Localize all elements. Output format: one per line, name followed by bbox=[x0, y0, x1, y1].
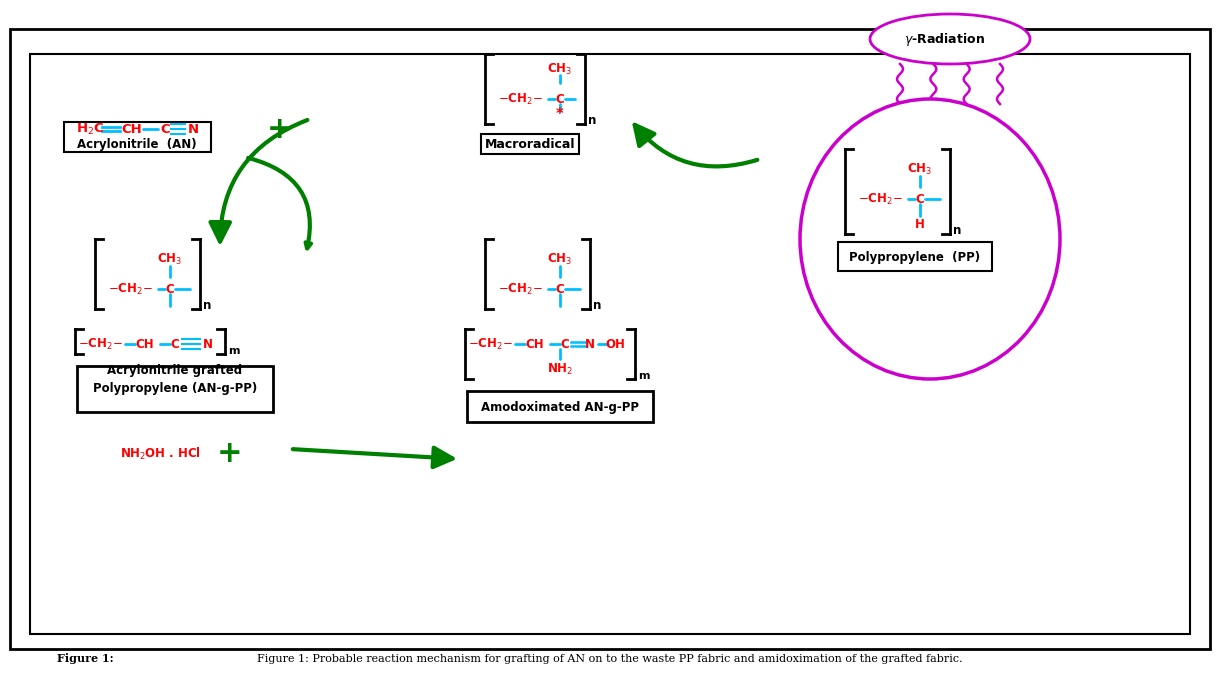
Text: $-$CH$_2$$-$: $-$CH$_2$$-$ bbox=[467, 336, 512, 351]
Text: +: + bbox=[217, 440, 243, 469]
Text: Polypropylene  (PP): Polypropylene (PP) bbox=[849, 251, 981, 263]
Text: Macroradical: Macroradical bbox=[484, 138, 576, 150]
Text: m: m bbox=[228, 346, 239, 356]
Text: N: N bbox=[188, 123, 199, 136]
Text: m: m bbox=[638, 371, 649, 381]
Text: C: C bbox=[160, 123, 170, 136]
Text: n: n bbox=[203, 299, 211, 312]
Text: C: C bbox=[561, 338, 570, 351]
Text: CH$_3$: CH$_3$ bbox=[548, 251, 572, 267]
Text: Figure 1:: Figure 1: bbox=[56, 653, 113, 664]
Text: n: n bbox=[588, 114, 597, 127]
Ellipse shape bbox=[870, 14, 1030, 64]
Text: Acrylonitrile  (AN): Acrylonitrile (AN) bbox=[77, 138, 196, 150]
Text: C: C bbox=[916, 192, 925, 205]
Text: NH$_2$: NH$_2$ bbox=[547, 362, 573, 377]
Ellipse shape bbox=[800, 99, 1060, 379]
Text: $-$CH$_2$$-$: $-$CH$_2$$-$ bbox=[498, 92, 543, 107]
Text: OH: OH bbox=[605, 338, 625, 351]
Text: *: * bbox=[556, 107, 564, 121]
Text: CH$_3$: CH$_3$ bbox=[157, 251, 183, 267]
Text: CH: CH bbox=[526, 338, 544, 351]
Text: CH: CH bbox=[122, 123, 143, 136]
Text: +: + bbox=[267, 114, 293, 143]
Text: H: H bbox=[915, 218, 925, 231]
Text: C: C bbox=[166, 282, 174, 296]
Text: CH: CH bbox=[135, 338, 154, 351]
Text: $-$CH$_2$$-$: $-$CH$_2$$-$ bbox=[858, 192, 903, 207]
Text: CH$_3$: CH$_3$ bbox=[908, 161, 932, 176]
FancyBboxPatch shape bbox=[30, 54, 1190, 634]
Text: Amodoximated AN-g-PP: Amodoximated AN-g-PP bbox=[481, 400, 639, 413]
Text: $\gamma$-Radiation: $\gamma$-Radiation bbox=[904, 30, 986, 48]
Text: C: C bbox=[171, 338, 179, 351]
Text: CH$_3$: CH$_3$ bbox=[548, 61, 572, 76]
FancyBboxPatch shape bbox=[838, 242, 992, 271]
Text: n: n bbox=[953, 224, 961, 237]
Text: C: C bbox=[555, 282, 565, 296]
Text: N: N bbox=[586, 338, 595, 351]
FancyBboxPatch shape bbox=[10, 29, 1210, 649]
Text: Acrylonitrile grafted
Polypropylene (AN-g-PP): Acrylonitrile grafted Polypropylene (AN-… bbox=[93, 364, 257, 395]
Text: N: N bbox=[203, 338, 214, 351]
Text: $-$CH$_2$$-$: $-$CH$_2$$-$ bbox=[78, 336, 122, 351]
Text: $-$CH$_2$$-$: $-$CH$_2$$-$ bbox=[107, 281, 152, 296]
Text: NH$_2$OH . HCl: NH$_2$OH . HCl bbox=[120, 446, 200, 462]
FancyBboxPatch shape bbox=[467, 391, 653, 422]
Text: C: C bbox=[555, 92, 565, 105]
Text: Figure 1: Probable reaction mechanism for grafting of AN on to the waste PP fabr: Figure 1: Probable reaction mechanism fo… bbox=[257, 654, 963, 664]
FancyBboxPatch shape bbox=[77, 366, 273, 412]
Text: $-$CH$_2$$-$: $-$CH$_2$$-$ bbox=[498, 281, 543, 296]
Text: n: n bbox=[593, 299, 601, 312]
FancyBboxPatch shape bbox=[63, 122, 211, 152]
Text: H$_2$C: H$_2$C bbox=[76, 121, 104, 136]
